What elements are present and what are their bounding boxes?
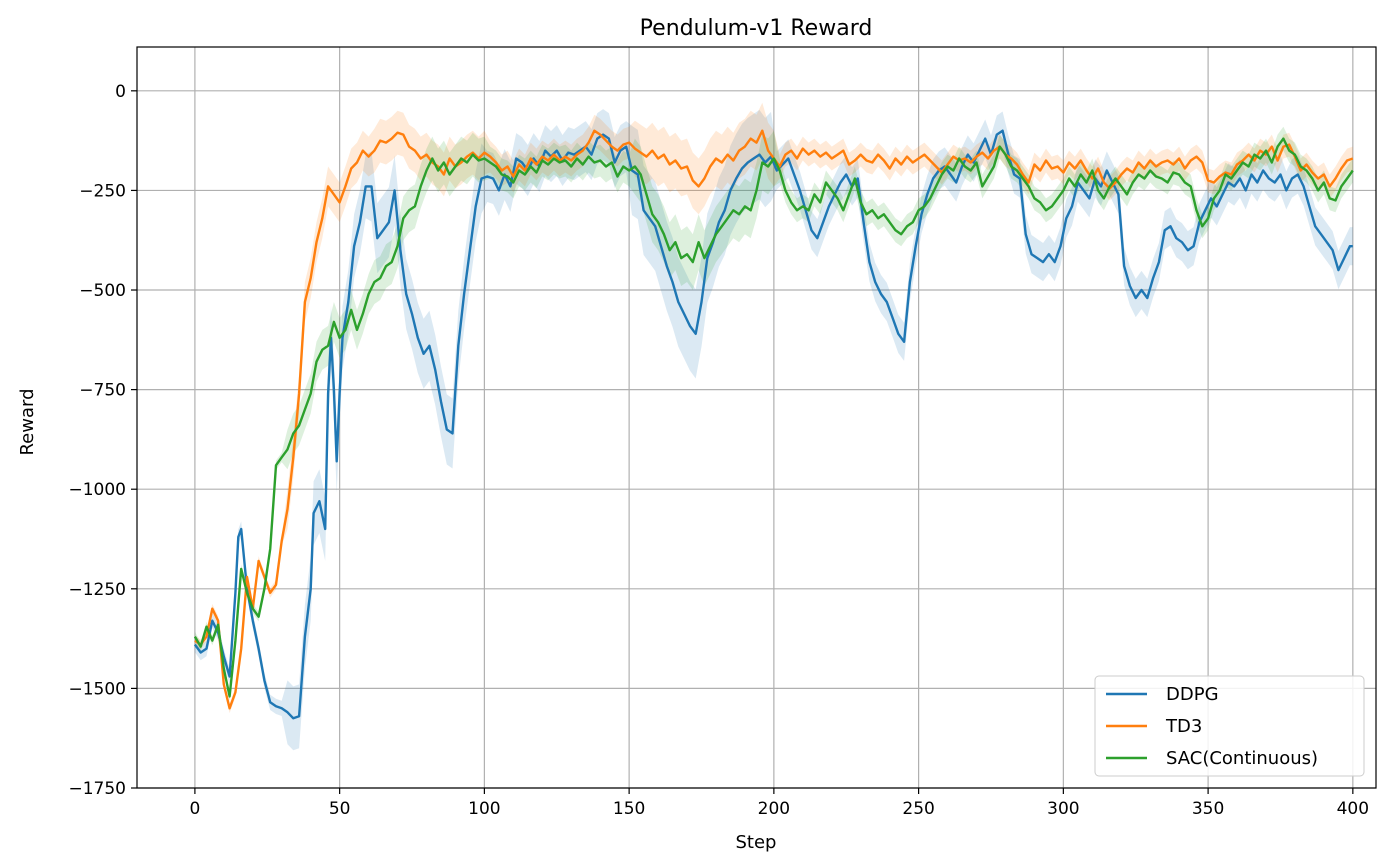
x-tick-label: 100	[468, 799, 500, 819]
legend-label-0: DDPG	[1166, 684, 1219, 705]
legend-label-2: SAC(Continuous)	[1166, 748, 1318, 769]
y-tick-label: −750	[79, 381, 126, 401]
x-tick-label: 0	[189, 799, 200, 819]
x-tick-label: 350	[1192, 799, 1224, 819]
y-tick-label: −250	[79, 181, 126, 201]
axis-ticks: 0 50 100 150 200 250 300 350 400 0 −250 −500 −750 −10…	[68, 82, 1369, 819]
plot-frame	[136, 46, 1377, 789]
legend-label-1: TD3	[1165, 716, 1202, 737]
y-tick-label: −1750	[68, 779, 126, 799]
x-tick-label: 250	[902, 799, 934, 819]
series-line-0	[193, 129, 1353, 720]
y-tick-label: −1000	[68, 480, 126, 500]
x-tick-label: 400	[1337, 799, 1369, 819]
legend-box	[1094, 675, 1365, 777]
x-tick-label: 50	[329, 799, 351, 819]
y-tick-label: 0	[115, 82, 126, 102]
y-tick-label: −1250	[68, 580, 126, 600]
x-tick-label: 300	[1047, 799, 1079, 819]
x-tick-label: 150	[613, 799, 645, 819]
y-axis-label: Reward	[17, 388, 38, 455]
x-tick-label: 200	[758, 799, 790, 819]
series-line-2	[193, 137, 1354, 698]
y-tick-label: −1500	[68, 679, 126, 699]
y-tick-label: −500	[79, 281, 126, 301]
x-axis-label: Step	[736, 832, 777, 853]
series-lines	[193, 129, 1354, 720]
chart-title: Pendulum-v1 Reward	[640, 16, 873, 41]
legend: DDPG TD3 SAC(Continuous)	[1094, 675, 1365, 777]
band-0	[194, 109, 1353, 751]
